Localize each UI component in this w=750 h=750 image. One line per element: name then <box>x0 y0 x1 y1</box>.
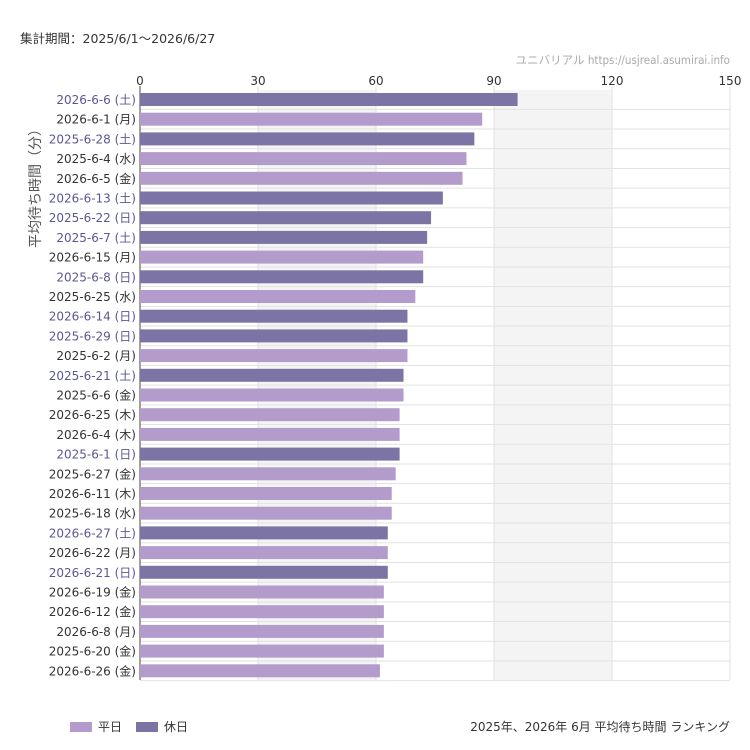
period-label: 集計期間：2025/6/1～2026/6/27 <box>20 31 216 46</box>
x-tick-label: 90 <box>486 74 501 88</box>
x-axis-ticks: 0 30 60 90 120 150 <box>136 74 741 88</box>
legend-item-weekday[interactable]: 平日 <box>70 718 122 735</box>
bar-weekday[interactable] <box>140 546 388 560</box>
y-tick-label: 2025-6-18 (水) <box>49 507 136 521</box>
y-tick-label: 2025-6-7 (土) <box>56 231 136 245</box>
bar-weekday[interactable] <box>140 605 384 619</box>
y-tick-label: 2026-6-26 (金) <box>49 663 136 678</box>
bar-weekday[interactable] <box>140 506 392 520</box>
bar-weekday[interactable] <box>140 585 384 599</box>
y-tick-label: 2025-6-8 (日) <box>56 270 136 284</box>
legend-swatch-holiday <box>136 721 159 732</box>
y-tick-label: 2025-6-1 (日) <box>56 448 136 462</box>
y-tick-label: 2026-6-6 (土) <box>56 93 136 107</box>
legend-item-holiday[interactable]: 休日 <box>136 718 188 735</box>
x-tick-label: 30 <box>250 74 265 88</box>
bar-holiday[interactable] <box>140 230 428 244</box>
y-axis-labels: 2026-6-6 (土) 2026-6-1 (月) 2025-6-28 (土) 202… <box>49 93 136 678</box>
bar-weekday[interactable] <box>140 349 408 363</box>
bar-weekday[interactable] <box>140 664 380 678</box>
y-tick-label: 2025-6-29 (日) <box>49 329 136 343</box>
bar-holiday[interactable] <box>140 132 475 146</box>
legend-swatch-weekday <box>70 721 92 732</box>
bar-weekday[interactable] <box>140 644 384 658</box>
y-tick-label: 2025-6-20 (金) <box>49 644 136 659</box>
bar-weekday[interactable] <box>140 152 467 166</box>
y-tick-label: 2026-6-21 (日) <box>49 566 136 580</box>
bar-weekday[interactable] <box>140 290 416 303</box>
ranking-bar-chart: 0 30 60 90 120 150 2026-6-6 (土)2026-6-1 (月)20… <box>28 74 741 682</box>
legend-label-weekday: 平日 <box>98 720 123 734</box>
bar-weekday[interactable] <box>140 250 424 264</box>
bar-holiday[interactable] <box>140 191 443 205</box>
y-tick-label: 2026-6-12 (金) <box>49 604 136 619</box>
bar-holiday[interactable] <box>140 309 408 323</box>
bar-holiday[interactable] <box>140 211 432 225</box>
bar-weekday[interactable] <box>140 427 400 441</box>
y-tick-label: 2026-6-22 (月) <box>49 546 136 560</box>
y-tick-label: 2026-6-11 (木) <box>49 487 136 501</box>
y-tick-label: 2025-6-25 (水) <box>49 290 136 304</box>
bar-holiday[interactable] <box>140 447 400 461</box>
y-axis-title: 平均待ち時間（分） <box>28 122 44 248</box>
bar-weekday[interactable] <box>140 624 384 638</box>
source-label[interactable]: ユニバリアル https://usjreal.asumirai.info <box>515 53 730 67</box>
y-tick-label: 2025-6-6 (金) <box>56 388 136 403</box>
bar-holiday[interactable] <box>140 270 424 284</box>
y-tick-label: 2025-6-22 (日) <box>49 211 136 225</box>
y-tick-label: 2026-6-27 (土) <box>49 526 136 540</box>
y-tick-label: 2025-6-27 (金) <box>49 466 136 481</box>
y-tick-label: 2025-6-28 (土) <box>49 132 136 146</box>
bar-holiday[interactable] <box>140 526 388 540</box>
y-tick-label: 2025-6-4 (水) <box>56 152 136 166</box>
bar-weekday[interactable] <box>140 467 396 481</box>
y-tick-label: 2026-6-4 (木) <box>56 428 136 442</box>
y-tick-label: 2026-6-8 (月) <box>56 625 136 639</box>
bars <box>140 93 518 678</box>
bar-holiday[interactable] <box>140 329 408 343</box>
bar-weekday[interactable] <box>140 388 404 402</box>
y-tick-label: 2026-6-1 (月) <box>56 113 136 127</box>
bar-weekday[interactable] <box>140 408 400 422</box>
x-tick-label: 120 <box>601 74 624 88</box>
legend-label-holiday: 休日 <box>164 720 189 734</box>
legend: 平日 休日 <box>70 718 188 735</box>
y-tick-label: 2026-6-14 (日) <box>49 310 136 324</box>
grid-lines <box>139 86 731 682</box>
y-tick-label: 2026-6-15 (月) <box>49 251 136 265</box>
bar-holiday[interactable] <box>140 368 404 382</box>
y-tick-label: 2026-6-19 (金) <box>49 585 136 600</box>
y-tick-label: 2026-6-13 (土) <box>49 192 136 206</box>
y-tick-label: 2026-6-25 (木) <box>49 408 136 422</box>
bar-holiday[interactable] <box>140 93 518 106</box>
x-tick-label: 150 <box>719 74 742 88</box>
bar-holiday[interactable] <box>140 565 388 579</box>
chart-title: 2025年、2026年 6月 平均待ち時間 ランキング <box>470 720 730 734</box>
y-tick-label: 2025-6-2 (月) <box>56 349 136 363</box>
x-tick-label: 60 <box>368 74 383 88</box>
y-tick-label: 2025-6-21 (土) <box>49 369 136 383</box>
bar-weekday[interactable] <box>140 171 463 185</box>
x-tick-label: 0 <box>136 74 144 88</box>
bar-weekday[interactable] <box>140 112 483 126</box>
y-tick-label: 2026-6-5 (金) <box>56 171 136 186</box>
bar-weekday[interactable] <box>140 487 392 500</box>
